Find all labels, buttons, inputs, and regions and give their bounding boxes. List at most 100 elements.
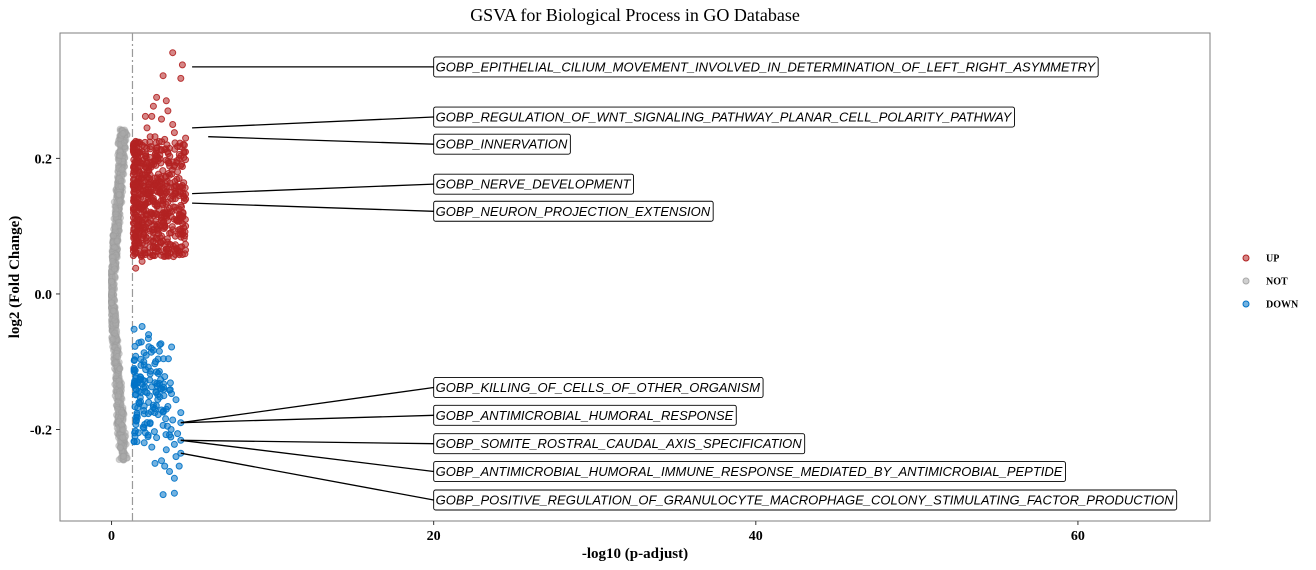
down-point xyxy=(152,388,160,396)
up-point xyxy=(177,74,185,82)
up-point xyxy=(181,228,189,236)
not-point xyxy=(113,237,121,245)
down-point xyxy=(174,430,182,438)
not-point xyxy=(115,191,123,198)
annotation-label: GOBP_REGULATION_OF_WNT_SIGNALING_PATHWAY… xyxy=(436,110,1013,125)
up-point xyxy=(173,175,181,183)
down-point xyxy=(140,439,148,447)
axes: 0 20 40 60 -0.2 0.0 0.2 xyxy=(30,152,1085,544)
down-point xyxy=(146,392,154,400)
down-point xyxy=(155,347,163,355)
up-point xyxy=(144,249,152,257)
not-point xyxy=(120,452,128,460)
not-point xyxy=(119,434,127,442)
annotation-label: GOBP_POSITIVE_REGULATION_OF_GRANULOCYTE_… xyxy=(436,492,1175,507)
up-point xyxy=(161,223,169,231)
annotation-box xyxy=(433,173,634,195)
up-point xyxy=(159,72,167,80)
up-point xyxy=(180,234,188,242)
x-axis-label: -log10 (p-adjust) xyxy=(582,546,688,562)
down-point xyxy=(131,342,139,350)
down-point xyxy=(132,421,140,428)
down-point xyxy=(130,325,138,333)
annotation-leader-line xyxy=(180,414,434,424)
up-point xyxy=(142,150,150,158)
up-point xyxy=(166,179,174,187)
up-point xyxy=(144,199,151,207)
down-point xyxy=(131,356,138,364)
down-point xyxy=(133,411,141,419)
not-point xyxy=(118,408,126,416)
up-point xyxy=(180,197,188,205)
legend-marker xyxy=(1242,254,1250,262)
up-point xyxy=(170,129,178,137)
down-point xyxy=(153,434,161,442)
legend-marker xyxy=(1242,300,1250,308)
annotation-leader-line xyxy=(192,183,434,195)
not-point xyxy=(120,426,127,434)
down-point xyxy=(167,433,175,441)
up-point xyxy=(153,152,161,159)
down-point xyxy=(163,422,171,430)
annotation-box xyxy=(433,433,806,455)
not-point xyxy=(111,265,119,273)
down-point xyxy=(157,340,165,348)
down-point xyxy=(146,376,154,384)
up-point xyxy=(164,238,171,246)
annotation-leader-line xyxy=(180,439,434,445)
up-point xyxy=(178,203,185,211)
annotation-box xyxy=(433,106,1015,128)
down-point xyxy=(145,398,153,406)
not-point xyxy=(111,273,119,281)
not-point xyxy=(118,166,126,174)
up-point xyxy=(131,242,139,249)
not-point xyxy=(110,243,118,251)
up-point xyxy=(178,212,186,220)
up-point xyxy=(142,237,150,245)
annotation-label: GOBP_NEURON_PROJECTION_EXTENSION xyxy=(436,204,711,219)
down-point xyxy=(157,406,165,414)
up-point xyxy=(140,177,148,185)
up-point xyxy=(132,152,140,160)
up-point xyxy=(173,217,181,225)
not-point xyxy=(109,335,117,343)
annotation-leader-line xyxy=(208,136,434,145)
up-point xyxy=(136,140,144,148)
not-point xyxy=(114,392,122,400)
up-point xyxy=(147,211,155,219)
up-point xyxy=(130,142,138,150)
up-point xyxy=(179,184,186,192)
not-point xyxy=(117,182,125,190)
y-tick-label: 0.0 xyxy=(35,288,53,303)
annotation-box xyxy=(433,133,571,155)
legend-label: UP xyxy=(1266,254,1279,265)
down-point xyxy=(155,380,163,387)
x-tick-label: 20 xyxy=(427,529,441,544)
chart-title: GSVA for Biological Process in GO Databa… xyxy=(470,5,800,25)
down-point xyxy=(145,343,153,351)
not-point xyxy=(116,443,124,451)
not-point xyxy=(119,130,127,137)
down-point xyxy=(175,462,183,470)
not-point xyxy=(108,257,116,265)
up-point xyxy=(182,134,190,142)
not-point xyxy=(120,139,128,147)
x-tick-label: 0 xyxy=(108,529,115,544)
legend: UP NOT DOWN xyxy=(1242,254,1299,311)
down-point xyxy=(137,338,145,346)
down-point xyxy=(151,459,159,467)
up-point xyxy=(153,93,161,101)
down-point xyxy=(166,386,174,394)
annotation-leader-line xyxy=(180,386,434,424)
down-point xyxy=(162,415,170,423)
annotation-box xyxy=(433,404,737,426)
annotation-box xyxy=(433,200,714,222)
up-point xyxy=(170,203,177,211)
annotation-leader-line xyxy=(192,116,434,129)
up-point xyxy=(130,214,137,222)
legend-marker xyxy=(1242,277,1250,285)
not-significant-points xyxy=(108,125,131,464)
y-tick-label: 0.2 xyxy=(35,152,53,167)
up-point xyxy=(154,182,161,190)
